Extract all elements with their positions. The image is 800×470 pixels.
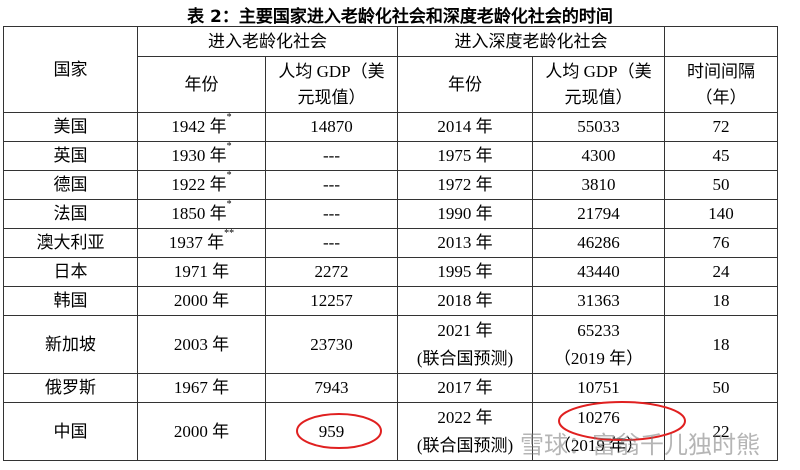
table-cell: --- xyxy=(265,170,398,200)
table-cell: 韩国 xyxy=(3,286,138,316)
table-cell: 46286 xyxy=(532,228,665,258)
table-cell: 英国 xyxy=(3,141,138,171)
table-cell: 1930 年* xyxy=(137,141,266,171)
table-cell: 55033 xyxy=(532,112,665,142)
table-cell: 23730 xyxy=(265,315,398,374)
table-cell: 俄罗斯 xyxy=(3,373,138,403)
table-row: 日本 1971 年 2272 1995 年 43440 24 xyxy=(3,257,778,287)
cell-line: (联合国预测) xyxy=(416,435,514,455)
cell-line: (联合国预测) xyxy=(416,348,514,368)
table-cell: 法国 xyxy=(3,199,138,229)
cell-text: 1930 年 xyxy=(171,146,227,165)
table-cell: 2014 年 xyxy=(397,112,533,142)
table-cell: 959 xyxy=(265,402,398,461)
cell-line: 65233 xyxy=(577,320,620,340)
table-cell: 美国 xyxy=(3,112,138,142)
table-cell: 2022 年 (联合国预测) xyxy=(397,402,533,461)
header-cell: 时间间隔（年） xyxy=(664,56,778,113)
table-cell: 1942 年* xyxy=(137,112,266,142)
table-row: 新加坡 2003 年 23730 2021 年 (联合国预测) 65233 （2019 年）… xyxy=(3,315,778,374)
footnote-mark: * xyxy=(226,141,232,152)
table-cell: 1995 年 xyxy=(397,257,533,287)
table-cell: 50 xyxy=(664,170,778,200)
table-cell: 中国 xyxy=(3,402,138,461)
table-cell: 18 xyxy=(664,286,778,316)
header-cell: 国家 xyxy=(3,26,138,113)
table-cell: 澳大利亚 xyxy=(3,228,138,258)
table-cell: 140 xyxy=(664,199,778,229)
group-header: 进入老龄化社会 xyxy=(137,26,398,57)
footnote-mark: ** xyxy=(224,228,235,239)
cell-line: 2021 年 xyxy=(437,320,493,340)
table-cell: 3810 xyxy=(532,170,665,200)
table-cell: 31363 xyxy=(532,286,665,316)
table-row: 俄罗斯 1967 年 7943 2017 年 10751 50 xyxy=(3,373,778,403)
table-cell: 2000 年 xyxy=(137,402,266,461)
table-cell: 1971 年 xyxy=(137,257,266,287)
table-cell: 50 xyxy=(664,373,778,403)
table-cell: 12257 xyxy=(265,286,398,316)
table-cell: 日本 xyxy=(3,257,138,287)
table-cell: 10751 xyxy=(532,373,665,403)
table-row: 英国 1930 年* --- 1975 年 4300 45 xyxy=(3,141,778,171)
cell-text: 1922 年 xyxy=(171,175,227,194)
table-title: 表 2：主要国家进入老龄化社会和深度老龄化社会的时间 xyxy=(187,7,613,27)
footnote-mark: * xyxy=(226,170,232,181)
footnote-mark: * xyxy=(226,199,232,210)
table-cell: 72 xyxy=(664,112,778,142)
table-cell: 1937 年** xyxy=(137,228,266,258)
table-cell: 2021 年 (联合国预测) xyxy=(397,315,533,374)
cell-line: （2019 年） xyxy=(553,348,644,368)
table-cell: 4300 xyxy=(532,141,665,171)
header-cell: 人均 GDP（美元现值） xyxy=(532,56,665,113)
table-cell: 1975 年 xyxy=(397,141,533,171)
table-row: 美国 1942 年* 14870 2014 年 55033 72 xyxy=(3,112,778,142)
table-cell: 45 xyxy=(664,141,778,171)
table-cell: 7943 xyxy=(265,373,398,403)
table-cell: 24 xyxy=(664,257,778,287)
table-cell: 2003 年 xyxy=(137,315,266,374)
table-row: 中国 2000 年 959 2022 年 (联合国预测) 10276 （2019 年） 22 xyxy=(3,402,778,461)
table-cell: 1972 年 xyxy=(397,170,533,200)
table-cell: 2000 年 xyxy=(137,286,266,316)
table-cell: --- xyxy=(265,141,398,171)
table-cell: 2018 年 xyxy=(397,286,533,316)
cell-line: 2022 年 xyxy=(437,407,493,427)
watermark: 雪球：富翁千儿独时熊 xyxy=(520,431,760,459)
table-cell: 2017 年 xyxy=(397,373,533,403)
table-cell: 2272 xyxy=(265,257,398,287)
table-cell: 1850 年* xyxy=(137,199,266,229)
table-row: 韩国 2000 年 12257 2018 年 31363 18 xyxy=(3,286,778,316)
table-cell: 21794 xyxy=(532,199,665,229)
table-cell: 2013 年 xyxy=(397,228,533,258)
table-cell: --- xyxy=(265,228,398,258)
header-cell: 人均 GDP（美元现值） xyxy=(265,56,398,113)
table-cell: 新加坡 xyxy=(3,315,138,374)
cell-text: 1850 年 xyxy=(171,204,227,223)
table-cell: 65233 （2019 年） xyxy=(532,315,665,374)
table-cell: 14870 xyxy=(265,112,398,142)
group-header: 进入深度老龄化社会 xyxy=(397,26,665,57)
cell-text: 1942 年 xyxy=(171,117,227,136)
table-cell: 1967 年 xyxy=(137,373,266,403)
table-cell: --- xyxy=(265,199,398,229)
cell-text: 1937 年 xyxy=(168,233,225,252)
table-cell: 18 xyxy=(664,315,778,374)
footnote-mark: * xyxy=(226,112,232,123)
table-row: 澳大利亚 1937 年** --- 2013 年 46286 76 xyxy=(3,228,778,258)
table-cell: 43440 xyxy=(532,257,665,287)
table-cell: 76 xyxy=(664,228,778,258)
header-cell: 年份 xyxy=(397,56,533,113)
table-cell: 1922 年* xyxy=(137,170,266,200)
empty-cell xyxy=(664,26,778,57)
table-row: 法国 1850 年* --- 1990 年 21794 140 xyxy=(3,199,778,229)
table-row: 德国 1922 年* --- 1972 年 3810 50 xyxy=(3,170,778,200)
header-cell: 年份 xyxy=(137,56,266,113)
table-cell: 1990 年 xyxy=(397,199,533,229)
table-cell: 德国 xyxy=(3,170,138,200)
data-table: 国家 进入老龄化社会 进入深度老龄化社会 年份 人均 GDP（美元现值） 年份 人均 … xyxy=(3,26,778,461)
